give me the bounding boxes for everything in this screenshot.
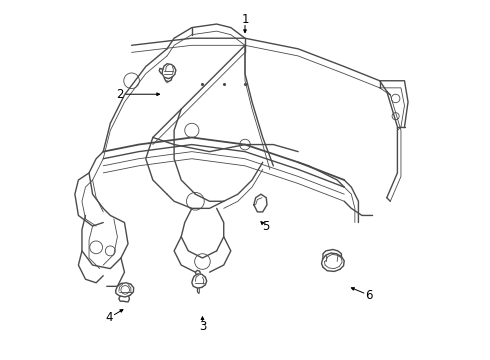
Text: 3: 3 <box>199 320 206 333</box>
Text: 4: 4 <box>106 311 113 324</box>
Text: 1: 1 <box>241 13 249 26</box>
Text: 6: 6 <box>366 289 373 302</box>
Text: 2: 2 <box>117 88 124 101</box>
Text: 5: 5 <box>263 220 270 233</box>
